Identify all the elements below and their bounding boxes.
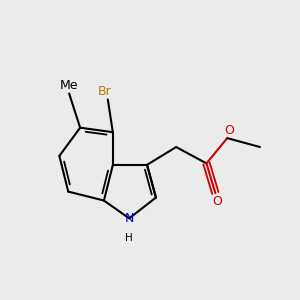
Text: O: O xyxy=(212,195,222,208)
Text: H: H xyxy=(125,233,133,243)
Text: Br: Br xyxy=(98,85,112,98)
Text: Me: Me xyxy=(60,79,78,92)
Text: O: O xyxy=(224,124,234,136)
Text: N: N xyxy=(124,212,134,225)
